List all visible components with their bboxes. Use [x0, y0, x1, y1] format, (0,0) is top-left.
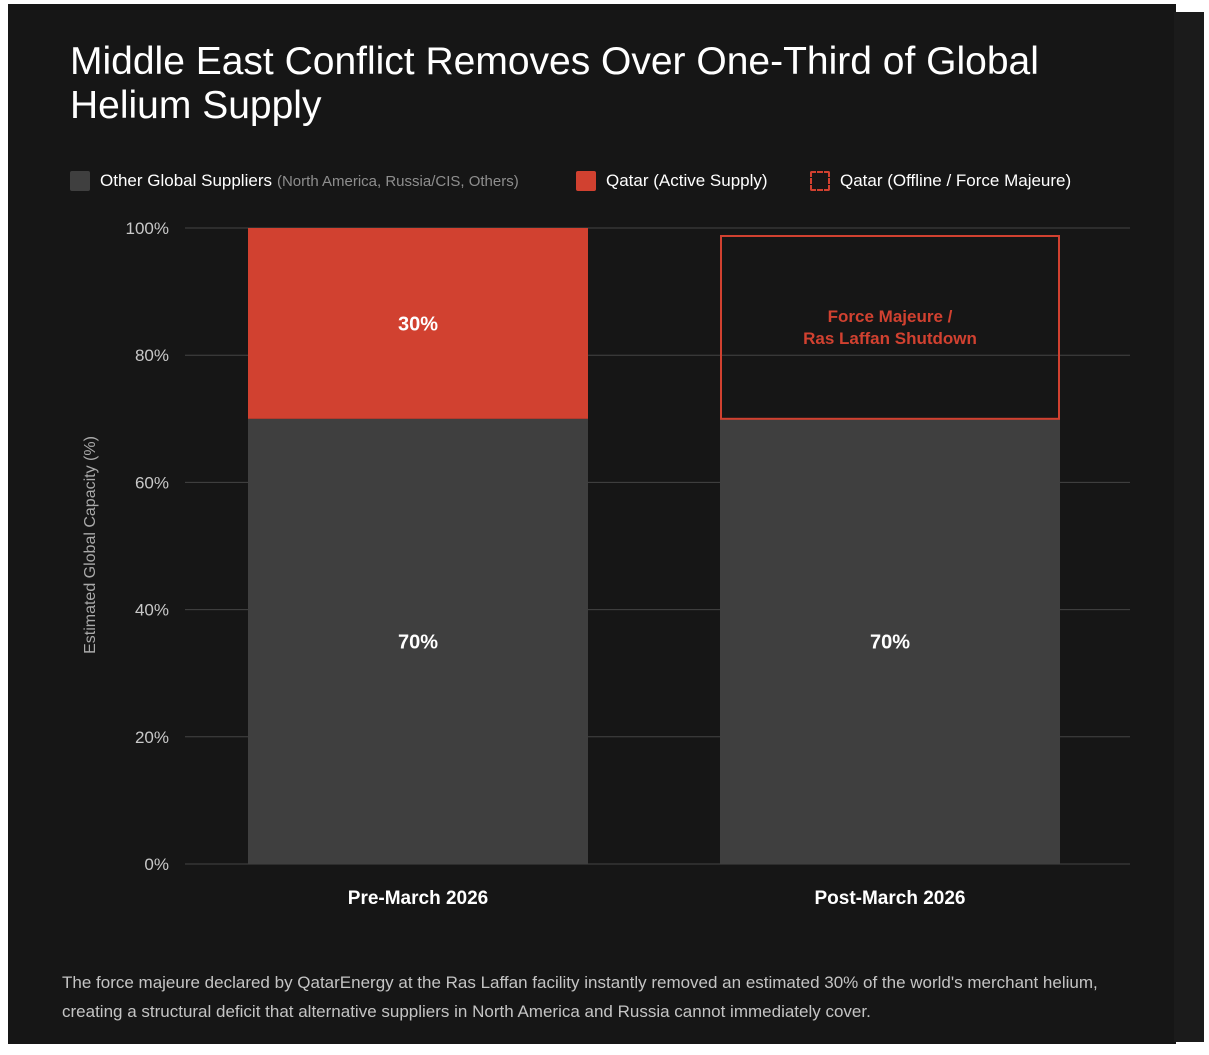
- annotation-line: Force Majeure /: [828, 307, 953, 326]
- y-axis-title: Estimated Global Capacity (%): [82, 436, 99, 654]
- bar-layer: [248, 228, 1060, 864]
- legend-item-qatar-active: Qatar (Active Supply): [576, 166, 768, 196]
- y-tick-label: 0%: [144, 855, 169, 874]
- y-tick-label: 40%: [135, 601, 169, 620]
- legend-swatch-qatar-active: [576, 171, 596, 191]
- data-label: 70%: [398, 631, 438, 653]
- data-label: 30%: [398, 313, 438, 335]
- legend: Other Global Suppliers (North America, R…: [70, 166, 1150, 196]
- bar-segment: [720, 235, 1060, 420]
- y-tick-layer: 0% 20% 40% 60% 80% 100%: [126, 219, 169, 874]
- y-tick-label: 80%: [135, 346, 169, 365]
- legend-label-other: Other Global Suppliers: [100, 171, 272, 190]
- legend-label-qatar-offline: Qatar (Offline / Force Majeure): [840, 171, 1072, 190]
- bar-segment: [720, 418, 1060, 864]
- chart-title: Middle East Conflict Removes Over One-Th…: [70, 40, 1039, 127]
- side-strip: [1174, 12, 1204, 1042]
- x-tick-label: Post-March 2026: [814, 888, 965, 909]
- annotation-line: Ras Laffan Shutdown: [803, 329, 977, 348]
- legend-swatch-qatar-offline: [810, 171, 830, 191]
- chart-caption: The force majeure declared by QatarEnerg…: [62, 973, 1098, 1021]
- annotation-label: Force Majeure / Ras Laffan Shutdown: [803, 307, 977, 348]
- y-tick-label: 60%: [135, 473, 169, 492]
- label-layer: 70% 30% Pre-March 2026 70% Post-March 2026 Fo…: [348, 307, 977, 909]
- legend-note-other: (North America, Russia/CIS, Others): [276, 172, 519, 190]
- legend-item-other: Other Global Suppliers (North America, R…: [70, 166, 519, 196]
- bar-segment: [248, 228, 588, 419]
- legend-item-qatar-offline: Qatar (Offline / Force Majeure): [810, 166, 1071, 196]
- legend-swatch-other: [70, 171, 90, 191]
- bar-segment: [248, 418, 588, 864]
- y-tick-label: 100%: [126, 219, 169, 238]
- data-label: 70%: [870, 631, 910, 653]
- y-tick-label: 20%: [135, 728, 169, 747]
- x-tick-label: Pre-March 2026: [348, 888, 488, 909]
- legend-label-qatar-active: Qatar (Active Supply): [606, 171, 768, 190]
